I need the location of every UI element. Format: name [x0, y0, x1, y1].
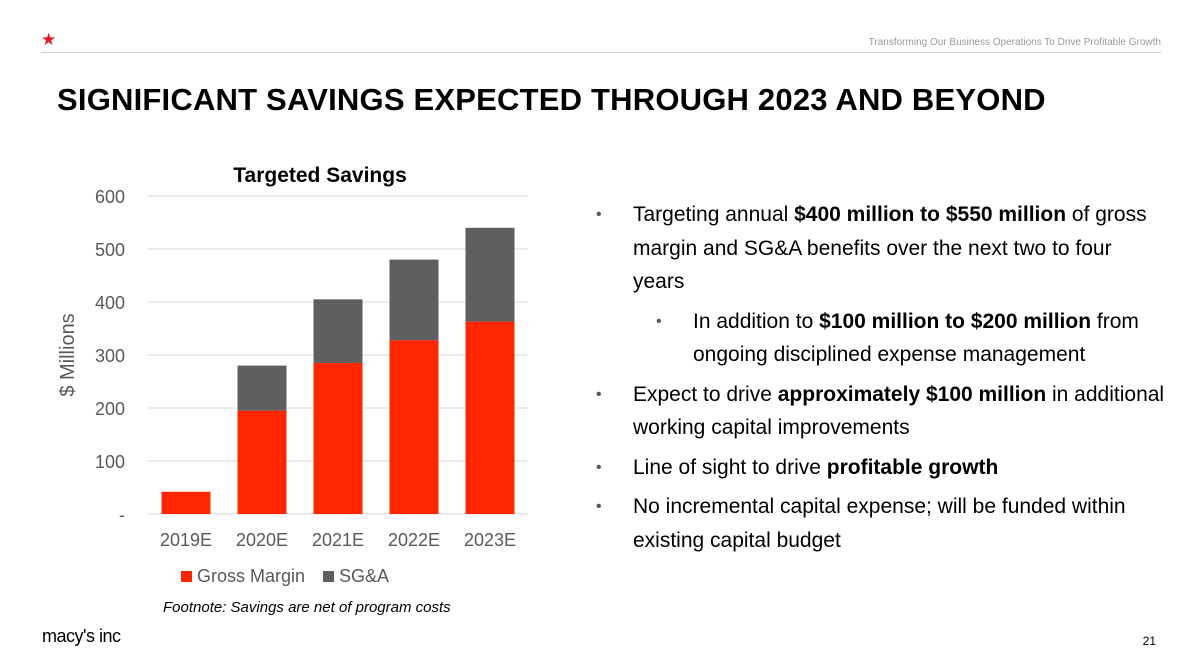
targeted-savings-chart: Targeted Savings - 100 200 300 400 500 600 $ Mil… — [57, 164, 528, 586]
bullet-list: Targeting annual $400 million to $550 mi… — [596, 198, 1166, 563]
bar-gross-margin — [161, 491, 211, 514]
bar-gross-margin — [237, 410, 287, 514]
bar-gross-margin — [465, 321, 515, 514]
x-tick-label: 2023E — [464, 530, 516, 550]
y-tick-label: 100 — [95, 452, 125, 472]
y-tick-label: 500 — [95, 240, 125, 260]
y-tick-label: 400 — [95, 293, 125, 313]
bullet-item: Expect to drive approximately $100 milli… — [596, 378, 1166, 445]
y-tick-label: - — [119, 505, 125, 525]
x-tick-label: 2020E — [236, 530, 288, 550]
footnote: Footnote: Savings are net of program cos… — [163, 599, 451, 616]
bullet-item: No incremental capital expense; will be … — [596, 490, 1166, 557]
bar-gross-margin — [313, 362, 363, 514]
legend-swatch — [323, 571, 335, 582]
y-tick-label: 300 — [95, 346, 125, 366]
bullet-item: Targeting annual $400 million to $550 mi… — [596, 198, 1166, 299]
bullet-item: Line of sight to drive profitable growth — [596, 451, 1166, 485]
x-tick-label: 2022E — [388, 530, 440, 550]
x-tick-label: 2019E — [160, 530, 212, 550]
macys-logo: macy's inc — [42, 626, 121, 646]
legend-swatch — [181, 571, 192, 582]
y-tick-label: 600 — [95, 187, 125, 207]
sub-bullet-item: In addition to $100 million to $200 mill… — [596, 305, 1166, 372]
legend-label: Gross Margin — [197, 566, 305, 586]
bar-sg-a — [313, 299, 363, 363]
tagline: Transforming Our Business Operations To … — [868, 37, 1161, 48]
header-divider — [41, 52, 1161, 53]
bar-sg-a — [237, 365, 287, 411]
legend-label: SG&A — [339, 566, 389, 586]
bar-sg-a — [389, 259, 439, 341]
x-tick-label: 2021E — [312, 530, 364, 550]
y-tick-label: 200 — [95, 399, 125, 419]
bar-gross-margin — [389, 340, 439, 514]
y-axis-label: $ Millions — [57, 313, 79, 396]
page-title: SIGNIFICANT SAVINGS EXPECTED THROUGH 202… — [57, 82, 1046, 117]
bar-sg-a — [465, 227, 515, 322]
page-number: 21 — [1142, 634, 1156, 648]
chart-title: Targeted Savings — [233, 164, 407, 187]
star-icon: ★ — [41, 30, 57, 49]
